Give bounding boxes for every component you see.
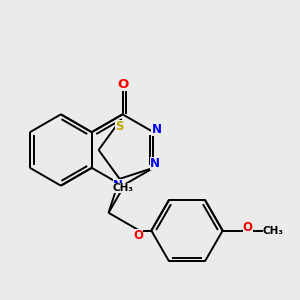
Text: N: N — [152, 123, 161, 136]
Text: CH₃: CH₃ — [263, 226, 284, 236]
Text: N: N — [150, 157, 160, 170]
Text: CH₃: CH₃ — [112, 183, 133, 193]
Text: O: O — [133, 229, 143, 242]
Text: O: O — [117, 78, 128, 91]
Text: N: N — [113, 179, 123, 192]
Text: O: O — [243, 221, 253, 234]
Text: S: S — [115, 120, 124, 133]
